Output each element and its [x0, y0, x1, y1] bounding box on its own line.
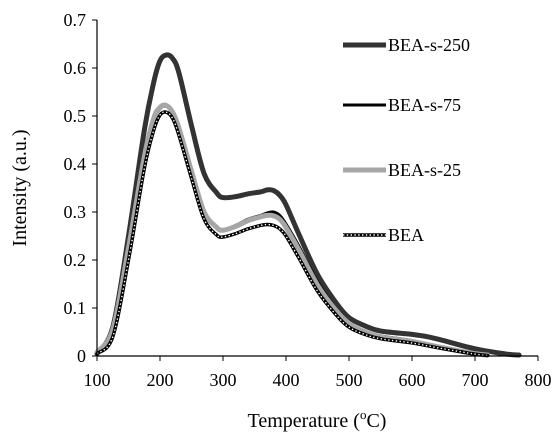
plot-area	[94, 52, 522, 358]
x-tick-label: 600	[399, 370, 426, 390]
y-tick-label: 0.4	[64, 154, 87, 174]
series-line-bea-s-75	[95, 104, 490, 357]
legend-label: BEA-s-25	[388, 160, 461, 180]
legend-label: BEA-s-250	[388, 35, 470, 55]
x-axis-title-main: Temperature (	[248, 410, 361, 432]
x-axis-title-superscript: o	[360, 407, 367, 422]
y-tick-label: 0.3	[64, 202, 87, 222]
series-bea-s-250	[94, 52, 522, 358]
axes	[96, 20, 538, 357]
x-tick-label: 300	[210, 370, 237, 390]
x-tick-label: 800	[525, 370, 552, 390]
y-tick-label: 0.7	[64, 10, 87, 30]
legend-label: BEA-s-75	[388, 95, 461, 115]
legend-entry-bea-s-25: BEA-s-25	[343, 160, 461, 180]
y-tick-label: 0	[77, 346, 86, 366]
series-bea-s-75	[95, 104, 490, 357]
x-axis-title: Temperature (oC)	[248, 407, 387, 432]
x-axis-title-tail: C)	[366, 410, 386, 432]
legend-entry-bea-s-75: BEA-s-75	[343, 95, 461, 115]
y-tick-label: 0.6	[64, 58, 87, 78]
legend: BEA-s-250 BEA-s-75 BEA-s-25 BEA	[343, 35, 470, 245]
x-tick-label: 100	[84, 370, 111, 390]
ticks: 100 200 300 400 500 600 700 800 0 0.1 0.2 0.3 0.4 0.5…	[64, 10, 552, 390]
y-axis-title: Intensity (a.u.)	[9, 129, 31, 246]
x-tick-label: 700	[462, 370, 489, 390]
series-bea	[95, 110, 490, 358]
series-line-bea-s-25	[94, 102, 491, 358]
legend-entry-bea: BEA	[343, 225, 424, 245]
x-tick-label: 200	[147, 370, 174, 390]
legend-label: BEA	[388, 225, 424, 245]
y-tick-label: 0.1	[64, 298, 87, 318]
series-line-bea-s-250	[94, 52, 522, 358]
y-tick-label: 0.2	[64, 250, 87, 270]
series-bea-s-25	[94, 102, 491, 358]
series-line-bea	[95, 110, 490, 358]
legend-entry-bea-s-250: BEA-s-250	[343, 35, 470, 55]
x-tick-label: 500	[336, 370, 363, 390]
y-tick-label: 0.5	[64, 106, 87, 126]
x-tick-label: 400	[273, 370, 300, 390]
